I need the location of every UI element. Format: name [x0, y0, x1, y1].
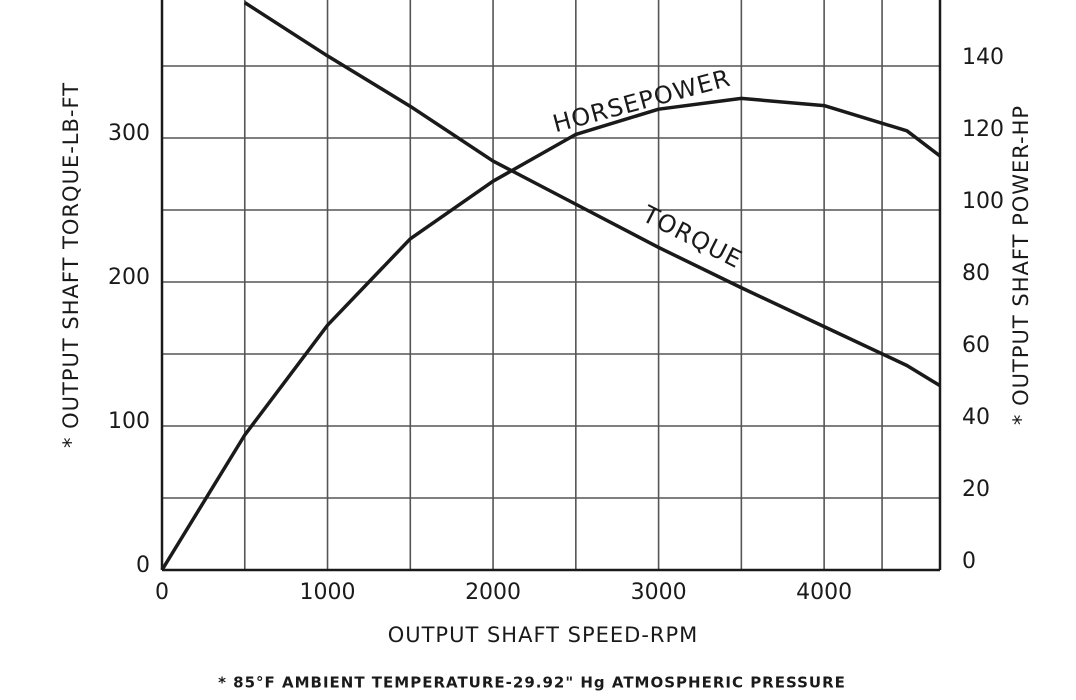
y2-tick-label: 0	[962, 549, 976, 574]
x-tick-label: 0	[155, 580, 169, 605]
y2-tick-label: 60	[962, 333, 990, 358]
x-tick-label: 1000	[300, 580, 356, 605]
x-axis-title: OUTPUT SHAFT SPEED-RPM	[388, 623, 699, 647]
curve-label: HORSEPOWER	[550, 64, 734, 138]
data-line	[160, 96, 942, 571]
y2-tick-label: 100	[962, 189, 1004, 214]
y-axis-title: * OUTPUT SHAFT TORQUE-LB-FT	[59, 82, 83, 448]
y-tick-label: 0	[136, 553, 150, 578]
y-tick-label: 400	[108, 0, 150, 2]
y-tick-label: 100	[108, 409, 150, 434]
y2-axis-title: * OUTPUT SHAFT POWER-HP	[1009, 105, 1033, 425]
y2-tick-label: 120	[962, 117, 1004, 142]
data-line	[243, 1, 941, 388]
y2-tick-label: 20	[962, 477, 990, 502]
y-tick-label: 200	[108, 265, 150, 290]
y2-tick-label: 40	[962, 405, 990, 430]
y2-tick-label: 140	[962, 45, 1004, 70]
x-tick-label: 4000	[796, 580, 852, 605]
y2-tick-label: 80	[962, 261, 990, 286]
x-tick-label: 2000	[465, 580, 521, 605]
x-tick-label: 3000	[631, 580, 687, 605]
footnote: * 85°F AMBIENT TEMPERATURE-29.92" Hg ATM…	[218, 674, 846, 692]
y-tick-label: 300	[108, 121, 150, 146]
